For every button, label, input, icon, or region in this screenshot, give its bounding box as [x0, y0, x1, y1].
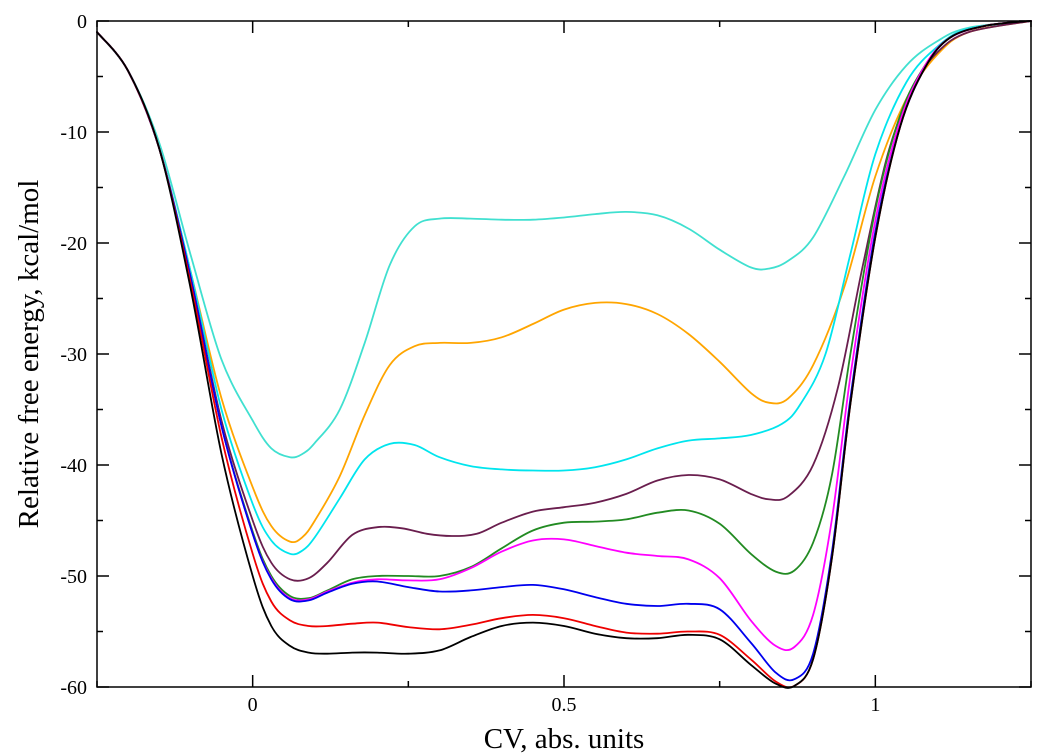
series-line-1 — [96, 20, 1032, 459]
y-tick-label: -50 — [60, 566, 87, 588]
series-line-6 — [96, 20, 1032, 652]
y-tick-label: -10 — [60, 122, 87, 144]
x-axis-title: CV, abs. units — [484, 723, 645, 755]
series-line-7 — [96, 20, 1032, 682]
series-line-2 — [96, 20, 1032, 544]
y-tick-label: -30 — [60, 344, 87, 366]
y-axis-title: Relative free energy, kcal/mol — [13, 180, 45, 529]
y-tick-label: -60 — [60, 677, 87, 699]
y-tick-label: -20 — [60, 233, 87, 255]
plot-frame — [96, 20, 1032, 688]
series-line-3 — [96, 20, 1032, 556]
series-line-4 — [96, 20, 1032, 582]
y-tick-label: 0 — [77, 11, 87, 33]
x-tick-label: 0 — [248, 694, 258, 716]
series-line-9 — [96, 20, 1032, 689]
series-line-8 — [96, 20, 1032, 689]
x-tick-label: 0.5 — [552, 694, 577, 716]
y-tick-label: -40 — [60, 455, 87, 477]
x-tick-label: 1 — [870, 694, 880, 716]
series-layer — [96, 20, 1032, 689]
tick-layer: 0 -10 -20 -30 -40 -50 -60 0 0.5 1 — [60, 11, 1032, 716]
